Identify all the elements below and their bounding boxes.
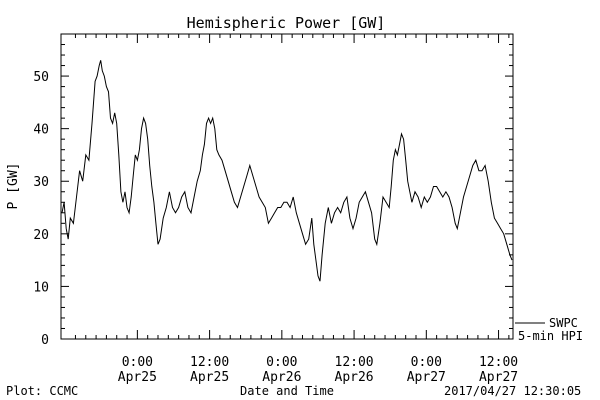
x-tick-time-label: 0:00 bbox=[266, 355, 297, 370]
x-tick-date-label: Apr25 bbox=[118, 370, 157, 385]
y-tick-label: 30 bbox=[33, 175, 49, 190]
x-tick-date-label: Apr26 bbox=[335, 370, 374, 385]
x-tick-time-label: 12:00 bbox=[335, 355, 374, 370]
x-tick-date-label: Apr26 bbox=[262, 370, 301, 385]
x-tick-date-label: Apr27 bbox=[407, 370, 446, 385]
x-axis-major-ticks: 0:00Apr2512:00Apr250:00Apr2612:00Apr260:… bbox=[118, 34, 518, 385]
y-tick-label: 0 bbox=[41, 333, 49, 348]
plot-timestamp: 2017/04/27 12:30:05 bbox=[444, 384, 581, 398]
y-tick-label: 10 bbox=[33, 280, 49, 295]
chart-title: Hemispheric Power [GW] bbox=[187, 14, 386, 32]
plot-credit: Plot: CCMC bbox=[6, 384, 78, 398]
x-tick-time-label: 0:00 bbox=[122, 355, 153, 370]
x-tick-date-label: Apr27 bbox=[479, 370, 518, 385]
x-axis-minor-ticks bbox=[74, 34, 510, 339]
series-line-swpc bbox=[61, 60, 513, 282]
legend-label-5min-hpi: 5-min HPI bbox=[518, 329, 583, 343]
y-axis-label: P [GW] bbox=[6, 163, 21, 210]
x-axis-title: Date and Time bbox=[240, 384, 334, 398]
legend-label-swpc: SWPC bbox=[549, 316, 578, 330]
x-tick-time-label: 12:00 bbox=[479, 355, 518, 370]
x-tick-time-label: 12:00 bbox=[190, 355, 229, 370]
y-tick-label: 20 bbox=[33, 228, 49, 243]
plot-frame bbox=[60, 33, 514, 340]
x-tick-date-label: Apr25 bbox=[190, 370, 229, 385]
y-tick-label: 50 bbox=[33, 70, 49, 85]
y-axis-minor-ticks bbox=[61, 33, 513, 329]
series-group bbox=[61, 60, 513, 282]
y-axis-major-ticks: 0 10 20 30 40 50 bbox=[33, 70, 513, 348]
y-tick-label: 40 bbox=[33, 123, 49, 138]
legend: SWPC 5-min HPI bbox=[515, 316, 583, 343]
x-tick-time-label: 0:00 bbox=[411, 355, 442, 370]
